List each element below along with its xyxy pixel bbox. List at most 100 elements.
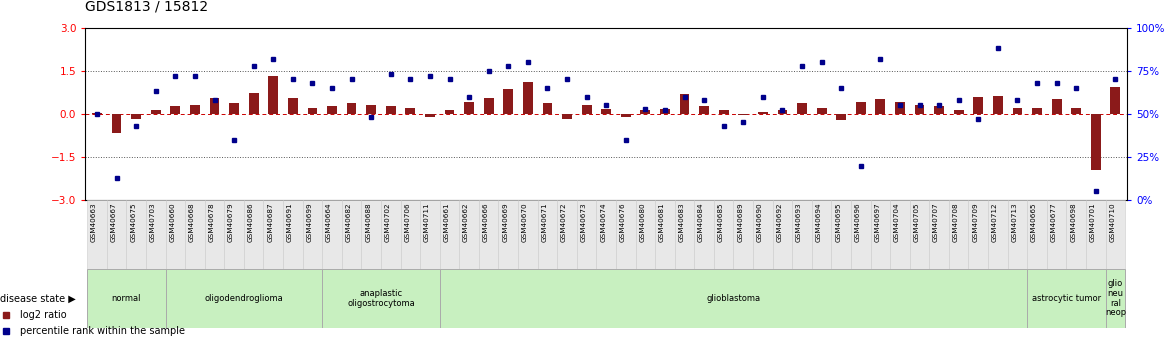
Text: GSM40678: GSM40678 xyxy=(209,202,215,242)
Bar xyxy=(832,200,851,269)
Bar xyxy=(714,200,734,269)
Bar xyxy=(92,113,102,114)
Text: GSM40695: GSM40695 xyxy=(835,202,841,242)
Bar xyxy=(126,200,146,269)
Text: GSM40697: GSM40697 xyxy=(875,202,881,242)
Text: GSM40661: GSM40661 xyxy=(444,202,450,242)
Text: log2 ratio: log2 ratio xyxy=(21,310,67,319)
Bar xyxy=(870,200,890,269)
Bar xyxy=(851,200,870,269)
Text: GSM40685: GSM40685 xyxy=(717,202,724,242)
Text: GSM40692: GSM40692 xyxy=(777,202,783,242)
Bar xyxy=(420,200,439,269)
Bar xyxy=(792,200,812,269)
Bar xyxy=(915,105,924,114)
Text: GSM40683: GSM40683 xyxy=(679,202,684,242)
Bar xyxy=(577,200,597,269)
Bar xyxy=(655,200,675,269)
Text: GSM40665: GSM40665 xyxy=(1031,202,1037,242)
Text: GSM40688: GSM40688 xyxy=(366,202,371,242)
Bar xyxy=(876,99,885,114)
Text: GSM40693: GSM40693 xyxy=(797,202,802,242)
Text: GSM40705: GSM40705 xyxy=(913,202,919,242)
Text: GSM40702: GSM40702 xyxy=(384,202,391,242)
Bar xyxy=(1086,200,1106,269)
Text: GSM40671: GSM40671 xyxy=(542,202,548,242)
Bar xyxy=(519,200,537,269)
Bar xyxy=(186,200,204,269)
Text: GDS1813 / 15812: GDS1813 / 15812 xyxy=(85,0,208,14)
Bar xyxy=(930,200,948,269)
Bar xyxy=(224,200,244,269)
Bar xyxy=(616,200,635,269)
Text: GSM40708: GSM40708 xyxy=(953,202,959,242)
Bar xyxy=(718,110,729,114)
Text: GSM40664: GSM40664 xyxy=(326,202,332,242)
Bar xyxy=(405,108,416,114)
Text: GSM40691: GSM40691 xyxy=(287,202,293,242)
Bar xyxy=(812,200,832,269)
Bar xyxy=(890,200,910,269)
Text: normal: normal xyxy=(112,294,141,303)
Text: disease state ▶: disease state ▶ xyxy=(0,294,76,303)
Bar xyxy=(1111,87,1120,114)
Bar xyxy=(753,200,773,269)
Bar xyxy=(209,98,220,114)
Bar xyxy=(244,200,264,269)
Bar xyxy=(993,96,1003,114)
Text: GSM40712: GSM40712 xyxy=(992,202,997,242)
Bar xyxy=(166,200,186,269)
Text: GSM40673: GSM40673 xyxy=(580,202,586,242)
Bar xyxy=(680,94,689,114)
Bar xyxy=(954,110,964,114)
Bar xyxy=(106,200,126,269)
Text: percentile rank within the sample: percentile rank within the sample xyxy=(21,326,186,336)
Text: GSM40713: GSM40713 xyxy=(1011,202,1017,242)
Bar xyxy=(773,200,792,269)
Text: GSM40669: GSM40669 xyxy=(502,202,508,242)
Bar xyxy=(307,108,318,114)
Text: GSM40694: GSM40694 xyxy=(815,202,821,242)
Bar xyxy=(797,103,807,114)
Text: GSM40672: GSM40672 xyxy=(561,202,566,242)
Bar xyxy=(439,269,1027,328)
Text: GSM40668: GSM40668 xyxy=(189,202,195,242)
Text: glioblastoma: glioblastoma xyxy=(707,294,760,303)
Bar xyxy=(675,200,694,269)
Bar xyxy=(425,114,434,117)
Bar xyxy=(1033,108,1042,114)
Bar xyxy=(367,105,376,114)
Bar xyxy=(948,200,968,269)
Text: GSM40670: GSM40670 xyxy=(522,202,528,242)
Bar xyxy=(621,114,631,117)
Text: GSM40703: GSM40703 xyxy=(150,202,155,242)
Bar xyxy=(264,200,283,269)
Bar xyxy=(283,200,303,269)
Text: GSM40711: GSM40711 xyxy=(424,202,430,242)
Text: GSM40662: GSM40662 xyxy=(463,202,470,242)
Text: anaplastic
oligostrocytoma: anaplastic oligostrocytoma xyxy=(347,289,415,308)
Bar xyxy=(856,102,865,114)
Bar xyxy=(1106,200,1125,269)
Bar xyxy=(968,200,988,269)
Text: GSM40696: GSM40696 xyxy=(855,202,861,242)
Bar xyxy=(738,114,749,115)
Text: GSM40679: GSM40679 xyxy=(228,202,234,242)
Bar xyxy=(459,200,479,269)
Bar xyxy=(146,200,166,269)
Bar xyxy=(934,106,944,114)
Bar xyxy=(171,106,180,114)
Bar xyxy=(445,110,454,114)
Bar xyxy=(88,269,166,328)
Text: GSM40675: GSM40675 xyxy=(130,202,137,242)
Bar xyxy=(543,103,552,114)
Text: GSM40674: GSM40674 xyxy=(600,202,606,242)
Bar xyxy=(778,110,787,114)
Bar xyxy=(597,200,616,269)
Bar xyxy=(694,200,714,269)
Bar xyxy=(484,98,494,114)
Text: GSM40663: GSM40663 xyxy=(91,202,97,242)
Bar xyxy=(562,114,572,119)
Bar xyxy=(836,114,846,120)
Bar xyxy=(361,200,381,269)
